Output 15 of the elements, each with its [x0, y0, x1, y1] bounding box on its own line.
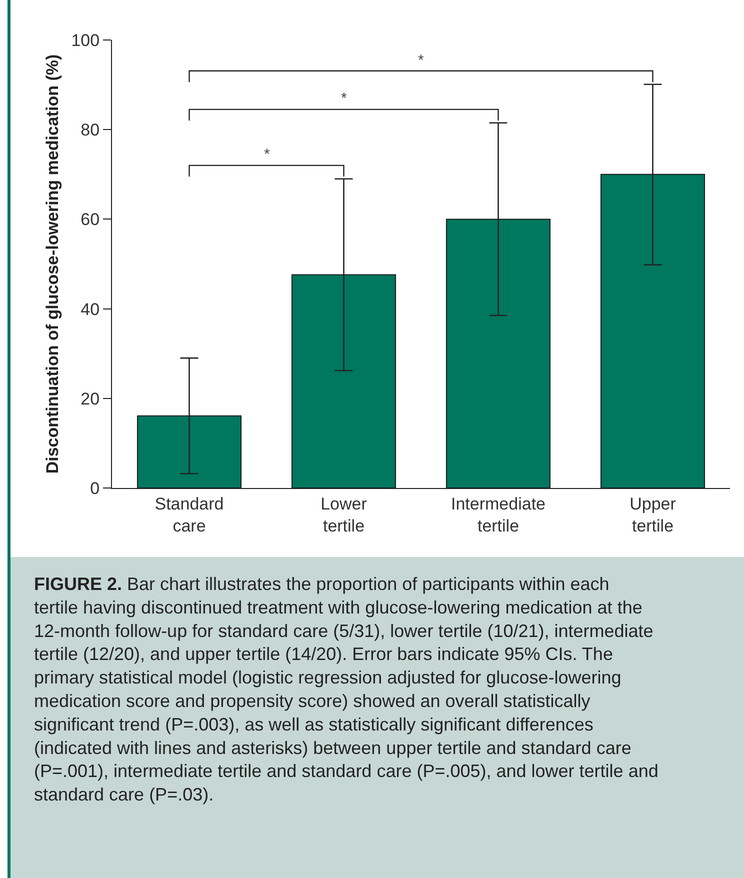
y-axis-title: Discontinuation of glucose-lowering medication (%)	[42, 54, 62, 474]
x-tick-label: Intermediate tertile	[451, 494, 546, 536]
y-tick-label: 40	[80, 300, 100, 319]
x-tick-label: Lower tertile	[320, 494, 368, 536]
y-tick-label: 100	[71, 30, 100, 50]
y-tick-label: 60	[80, 210, 100, 230]
annotation: *	[264, 146, 270, 163]
x-tick-label: Standard care	[154, 494, 224, 536]
y-tick-label: 20	[80, 389, 100, 408]
y-tick-label: 80	[80, 120, 100, 140]
y-tick-label: 0	[90, 478, 100, 498]
text: FIGURE 2. Bar chart illustrates the proportion of participants within each tertile having discontinued treatment with glucose-lowering medication at the 12-month follow-up for standard care (5/31), lower tertile (10/21), intermediate tertile (12/20), and upper tertile (14/20). Error bars indicate 95% CIs. The primary statistical model (logistic regression adjusted for glucose-lowering medication score and propensity score) showed an overall statistically significant trend (P=.003), as well as statistically significant differences (indicated with lines and asterisks) between upper tertile and standard care (P=.001), intermediate tertile and standard care (P=.005), and lower tertile and standard care (P=.03).	[34, 574, 658, 805]
annotation: *	[418, 52, 424, 69]
x-tick-label: Upper tertile	[630, 494, 676, 536]
annotation: *	[341, 90, 347, 107]
